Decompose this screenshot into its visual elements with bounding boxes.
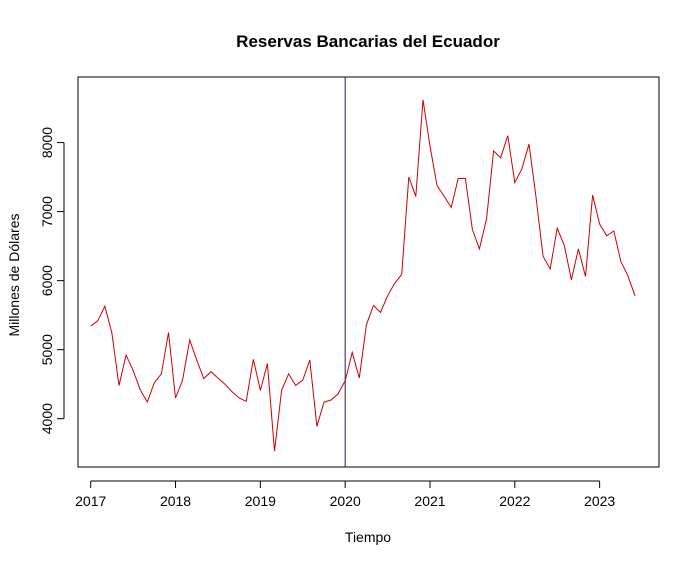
x-tick-label: 2021 [414, 493, 445, 509]
y-tick-label: 5000 [39, 334, 55, 365]
x-tick-label: 2022 [499, 493, 530, 509]
y-tick-label: 7000 [39, 196, 55, 227]
x-tick-label: 2023 [584, 493, 615, 509]
plot-frame [77, 76, 660, 468]
y-axis: 4000 5000 6000 7000 8000 [39, 127, 65, 434]
y-tick-label: 6000 [39, 265, 55, 296]
x-tick-label: 2017 [75, 493, 106, 509]
x-axis-label: Tiempo [345, 529, 391, 545]
y-axis-label: Millones de Dólares [6, 214, 22, 337]
x-axis: 2017 2018 2019 2020 2021 2022 2023 [75, 480, 615, 509]
y-tick-label: 8000 [39, 127, 55, 158]
y-tick-label: 4000 [39, 403, 55, 434]
x-tick-label: 2018 [160, 493, 191, 509]
x-tick-label: 2020 [330, 493, 361, 509]
x-tick-label: 2019 [245, 493, 276, 509]
series-line [90, 99, 636, 452]
chart-title: Reservas Bancarias del Ecuador [236, 32, 500, 51]
